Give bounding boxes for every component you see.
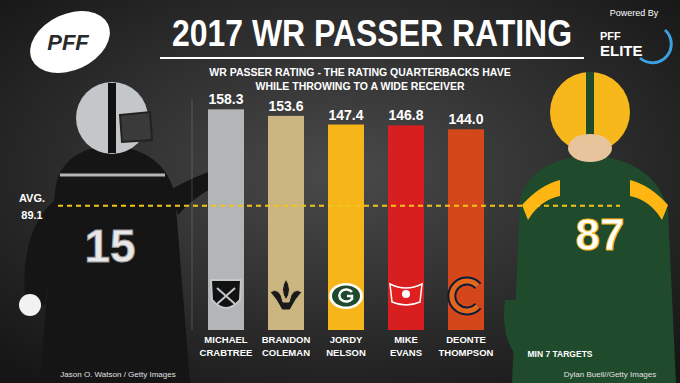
logo <box>390 284 422 305</box>
face <box>568 134 612 162</box>
stripe <box>60 174 165 177</box>
category-label: DEONTE THOMPSON <box>439 334 494 358</box>
title-rule <box>160 57 584 59</box>
credit: Dylan Buell//Getty Images <box>564 370 656 379</box>
category-line: MICHAEL <box>204 334 247 345</box>
logo <box>329 283 363 309</box>
powered-by: Powered By <box>610 8 659 18</box>
logo <box>270 279 302 310</box>
chart: 1587PFFPowered ByPFFELITE2017 WR PASSER … <box>0 0 680 383</box>
logo-mark <box>452 281 478 311</box>
shoulder-stripe <box>522 180 560 220</box>
logo-mark <box>402 290 410 298</box>
data-label: 147.4 <box>328 107 363 123</box>
category-line: COLEMAN <box>262 347 310 358</box>
bar <box>328 125 364 330</box>
category-line: BRANDON <box>262 334 311 345</box>
data-label: 146.8 <box>388 107 423 123</box>
bar <box>388 125 424 330</box>
value-axis <box>192 100 193 330</box>
jersey-number: 15 <box>84 220 135 272</box>
bar <box>448 129 484 330</box>
category-label: BRANDON COLEMAN <box>262 334 311 358</box>
category-line: THOMPSON <box>439 347 494 358</box>
category-line: MIKE <box>394 334 418 345</box>
torso <box>512 155 676 383</box>
category-line: CRABTREE <box>200 347 253 358</box>
category-label: MICHAEL CRABTREE <box>200 334 253 358</box>
glove <box>19 294 41 316</box>
category-line: NELSON <box>326 347 366 358</box>
bar <box>208 109 244 330</box>
average-value: 89.1 <box>21 209 42 221</box>
shoulder-stripe <box>630 180 668 220</box>
title: 2017 WR PASSER RATING <box>172 13 572 54</box>
jersey-number: 87 <box>576 210 625 259</box>
bar <box>268 116 304 330</box>
logo <box>452 281 478 311</box>
subtitle: WHILE THROWING TO A WIDE RECEIVER <box>255 80 464 92</box>
brand-ball <box>20 0 120 85</box>
category-line: DEONTE <box>446 334 486 345</box>
helmet-stripe <box>108 83 116 153</box>
brand-product: PFF <box>600 30 621 42</box>
credit: Jason O. Watson / Getty Images <box>60 370 175 379</box>
page: {"chart_data": {"type": "bar", "title": … <box>0 0 680 383</box>
logo <box>211 280 241 308</box>
category-label: JORDY NELSON <box>326 334 366 358</box>
logos <box>211 279 478 311</box>
logo-mark <box>339 290 352 302</box>
logo <box>332 286 360 307</box>
torso <box>40 145 190 383</box>
subtitle: WR PASSER RATING - THE RATING QUARTERBAC… <box>209 66 510 78</box>
facemask <box>120 112 152 142</box>
brand-arc <box>640 30 671 63</box>
data-label: 158.3 <box>208 91 243 107</box>
data-label: 153.6 <box>268 98 303 114</box>
footnote: MIN 7 TARGETS <box>527 349 592 359</box>
player-right: 87 <box>504 72 676 383</box>
player-left: 15 <box>19 82 235 383</box>
brand-logo: PFF <box>47 30 89 55</box>
logo-mark <box>217 288 235 304</box>
brand-product: ELITE <box>600 42 643 59</box>
category-line: JORDY <box>330 334 363 345</box>
category-label: MIKE EVANS <box>390 334 422 358</box>
bars <box>208 109 484 330</box>
background <box>0 0 680 383</box>
data-label: 144.0 <box>448 111 483 127</box>
average-label: AVG. <box>19 192 45 204</box>
category-line: EVANS <box>390 347 422 358</box>
average-line <box>58 205 620 207</box>
